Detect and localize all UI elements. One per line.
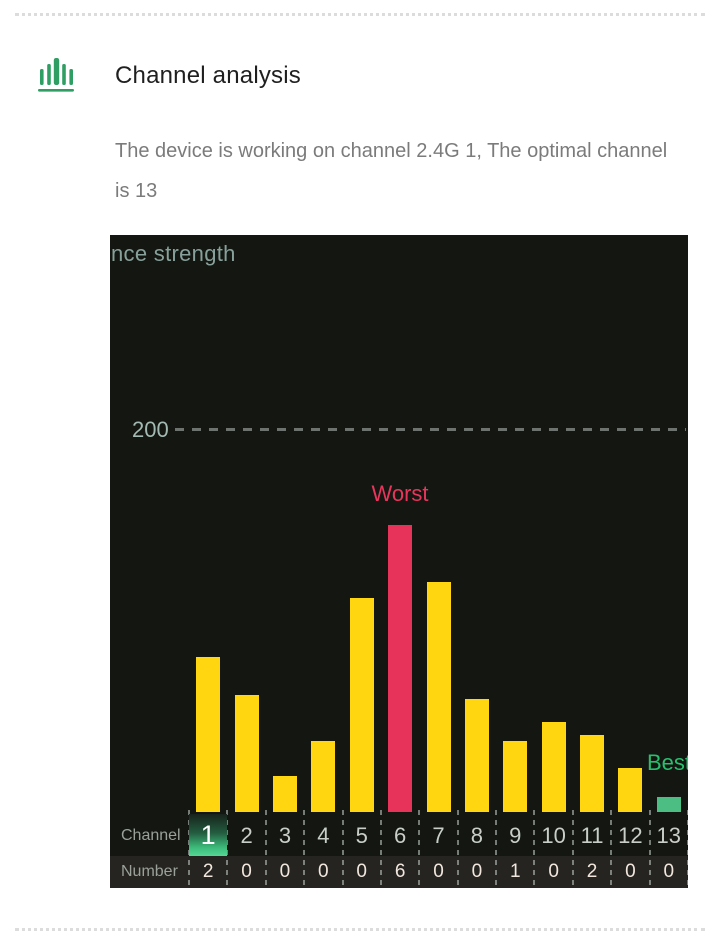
column-separator <box>456 810 459 885</box>
channel-cell: 3 <box>278 823 292 848</box>
column-separator <box>648 810 651 885</box>
number-cell: 0 <box>356 861 367 882</box>
column-separator <box>226 810 229 885</box>
channel-bar <box>580 735 605 812</box>
number-row-background <box>110 856 688 888</box>
number-cell: 2 <box>586 861 598 882</box>
column-separator <box>379 810 382 885</box>
channel-cell: 8 <box>470 823 483 848</box>
channel-bar <box>311 741 336 812</box>
channel-cell: 5 <box>355 823 368 848</box>
channel-bar <box>618 768 643 812</box>
channel-cell-active: 1 <box>189 814 228 856</box>
number-cell: 6 <box>394 861 406 882</box>
column-separator <box>418 810 421 885</box>
channel-description: The device is working on channel 2.4G 1,… <box>115 140 668 202</box>
column-separator <box>303 810 306 885</box>
column-separator <box>571 810 574 885</box>
page-title: Channel analysis <box>115 62 301 89</box>
chart-title-clipped: nce strength <box>111 241 236 266</box>
number-cell: 0 <box>318 861 329 882</box>
number-cell: 0 <box>625 861 636 882</box>
channel-cell: 12 <box>618 823 643 848</box>
gridline-200 <box>175 428 686 431</box>
column-separator <box>610 810 613 885</box>
column-separator <box>533 810 536 885</box>
worst-annotation: Worst <box>371 481 429 506</box>
top-divider <box>15 13 705 16</box>
y-axis-tick-200: 200 <box>132 417 169 442</box>
column-separator <box>264 810 267 885</box>
channel-cell: 4 <box>317 823 330 848</box>
channel-bar <box>349 598 374 812</box>
section-header <box>36 54 76 98</box>
channel-cell: 2 <box>240 823 253 848</box>
number-cell: 0 <box>279 861 291 882</box>
number-cell: 0 <box>433 861 444 882</box>
best-annotation: Best <box>646 750 688 775</box>
best-channel-bar <box>656 797 681 812</box>
column-separator <box>687 810 688 885</box>
bar-chart-icon <box>36 55 76 97</box>
channel-cell: 9 <box>509 823 522 848</box>
number-cell: 0 <box>548 861 559 882</box>
number-cell: 2 <box>202 861 214 882</box>
channel-bar <box>503 741 528 812</box>
number-row-label: Number <box>121 863 178 880</box>
number-cell: 0 <box>663 861 675 882</box>
number-cell: 0 <box>471 861 483 882</box>
channel-bar <box>541 722 566 812</box>
channel-bar <box>426 582 451 812</box>
channel-cell: 6 <box>393 823 407 848</box>
channel-cell: 11 <box>580 823 604 848</box>
channel-bar <box>234 695 259 812</box>
channel-row-label: Channel <box>121 827 181 844</box>
channel-cell: 10 <box>541 823 566 848</box>
worst-channel-bar <box>388 525 413 812</box>
number-cell: 0 <box>241 861 252 882</box>
number-cell: 1 <box>509 861 521 882</box>
channel-bar <box>196 657 221 812</box>
channel-cell: 7 <box>432 823 445 848</box>
channel-cell: 13 <box>656 823 682 848</box>
column-separator <box>341 810 344 885</box>
channel-bar <box>464 699 489 812</box>
bottom-divider <box>15 928 705 931</box>
channel-bar <box>272 776 297 812</box>
column-separator <box>495 810 498 885</box>
